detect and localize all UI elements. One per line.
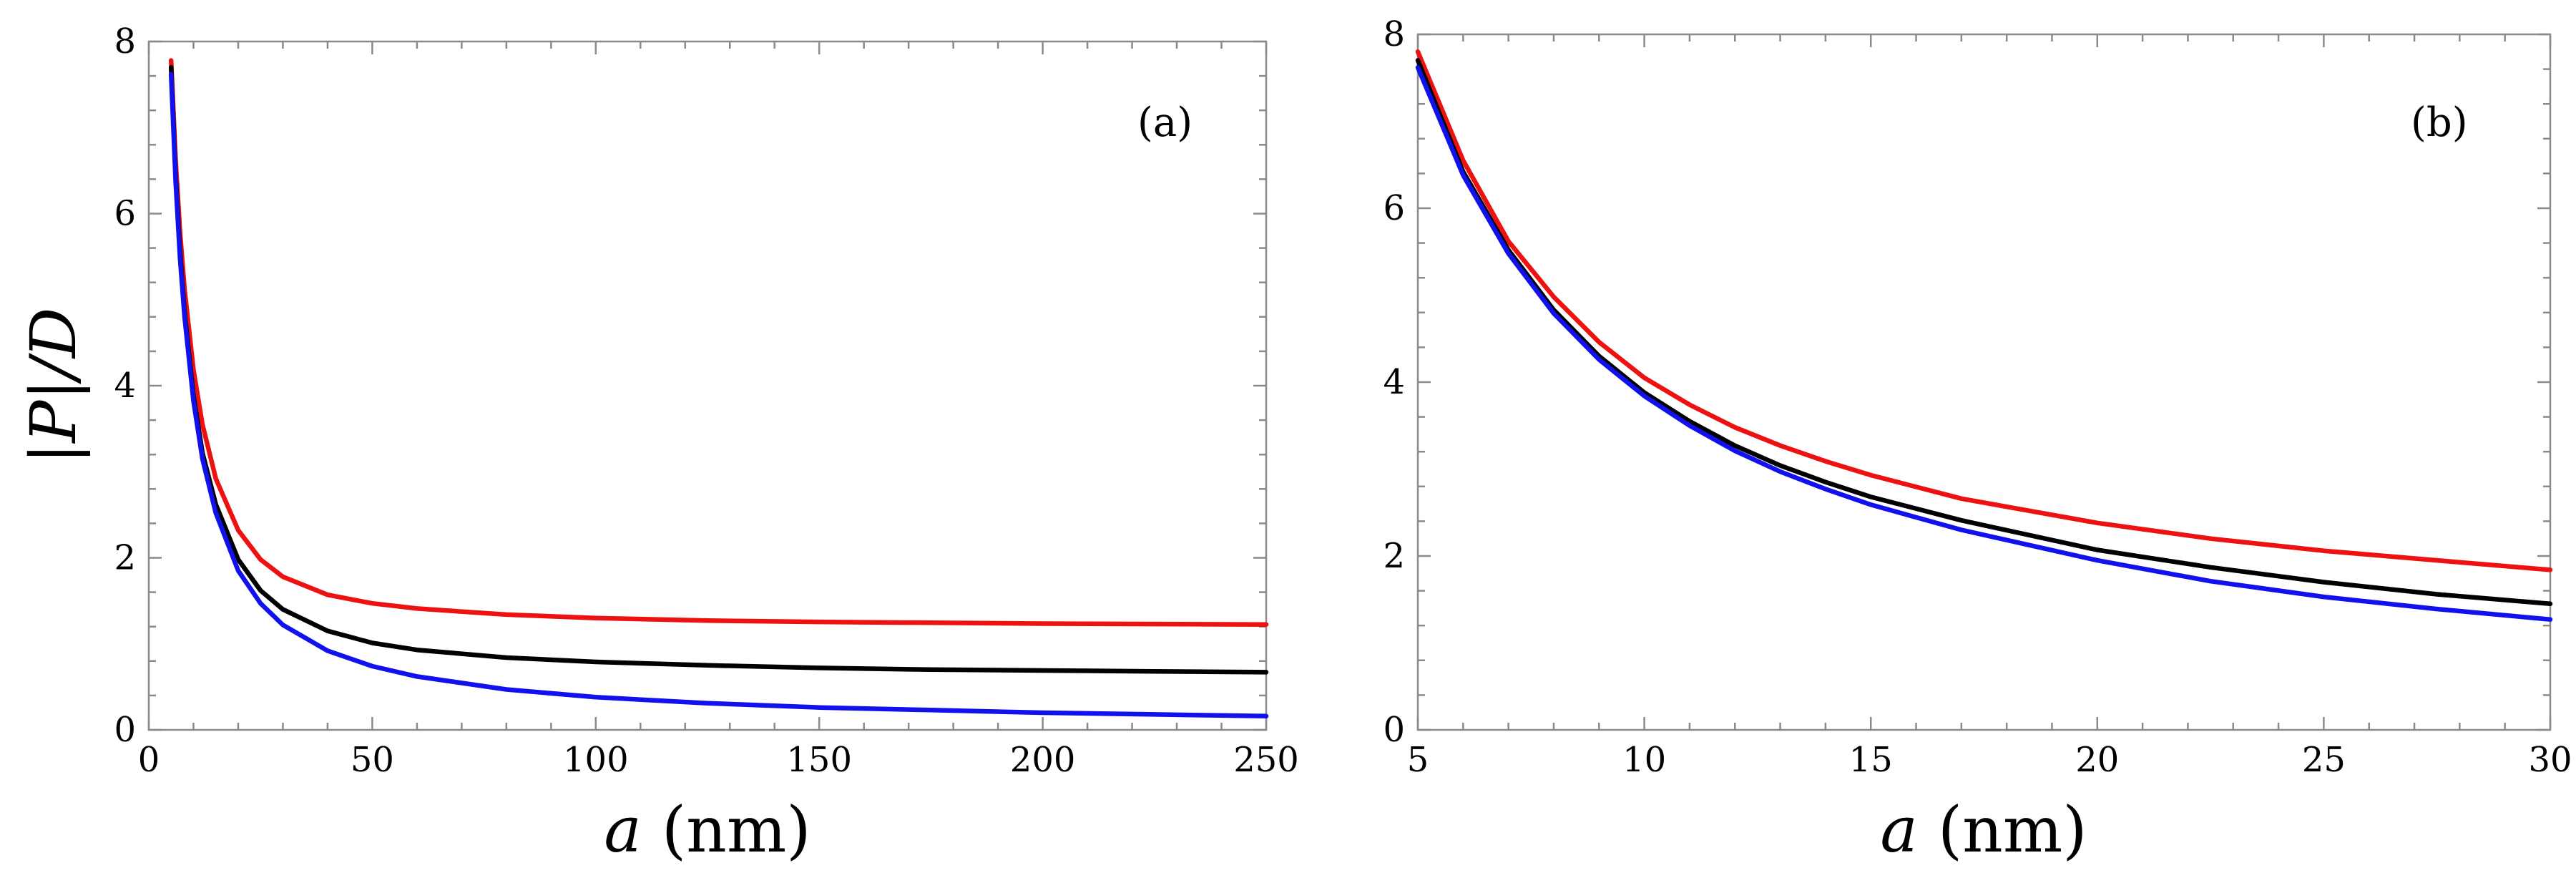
panel-a-series-red xyxy=(168,58,1269,627)
panel-b-y-tick-label: 6 xyxy=(1383,188,1405,228)
panel-b: 5 10 15 20 25 30 0 2 4 6 8 (b) a (nm) xyxy=(1383,14,2572,867)
panel-a-series-black xyxy=(168,64,1269,675)
panel-b-y-tick-label: 0 xyxy=(1383,710,1405,750)
panel-b-x-tick-label: 15 xyxy=(1849,740,1893,780)
panel-a-x-tick-label: 100 xyxy=(563,740,629,780)
panel-a-x-tick-label: 0 xyxy=(138,740,160,780)
panel-a-x-axis-title: a (nm) xyxy=(604,793,810,867)
panel-a: 0 50 100 150 200 250 0 2 4 6 8 (a) a (nm) |P|/D xyxy=(16,21,1299,867)
panel-b-x-tick-label: 20 xyxy=(2075,740,2119,780)
panel-b-series-red xyxy=(1415,49,2553,572)
panel-a-label: (a) xyxy=(1137,99,1192,146)
panel-b-plot-frame xyxy=(1416,33,2552,731)
panel-a-y-tick-label: 2 xyxy=(114,538,136,578)
panel-a-x-tick-label: 250 xyxy=(1233,740,1299,780)
panel-b-x-tick-label: 5 xyxy=(1407,740,1429,780)
panel-b-y-tick-label: 8 xyxy=(1383,14,1405,54)
panel-a-x-axis-var: a xyxy=(604,793,641,867)
panel-b-x-tick-label: 25 xyxy=(2302,740,2346,780)
panel-a-y-axis-title: |P|/D xyxy=(16,308,90,464)
panel-a-x-tick-label: 200 xyxy=(1010,740,1076,780)
panel-a-x-tick-label: 150 xyxy=(786,740,852,780)
panel-b-series-blue xyxy=(1415,64,2553,622)
panel-a-x-tick-label: 50 xyxy=(351,740,394,780)
panel-a-y-tick-label: 0 xyxy=(114,710,136,750)
panel-b-x-axis-var: a xyxy=(1880,793,1917,867)
panel-b-x-tick-label: 30 xyxy=(2528,740,2572,780)
panel-a-y-tick-label: 8 xyxy=(114,21,136,62)
panel-b-x-tick-label: 10 xyxy=(1622,740,1666,780)
panel-b-y-tick-label: 2 xyxy=(1383,536,1405,576)
panel-a-x-axis-unit: (nm) xyxy=(642,793,811,867)
panel-a-series-blue xyxy=(168,72,1269,719)
panel-b-x-axis-title: a (nm) xyxy=(1880,793,2087,867)
panel-b-y-tick-label: 4 xyxy=(1383,362,1405,402)
panel-b-label: (b) xyxy=(2411,99,2468,146)
panel-a-y-tick-label: 6 xyxy=(114,194,136,234)
panel-b-x-axis-unit: (nm) xyxy=(1918,793,2087,867)
panel-a-y-tick-label: 4 xyxy=(114,366,136,406)
